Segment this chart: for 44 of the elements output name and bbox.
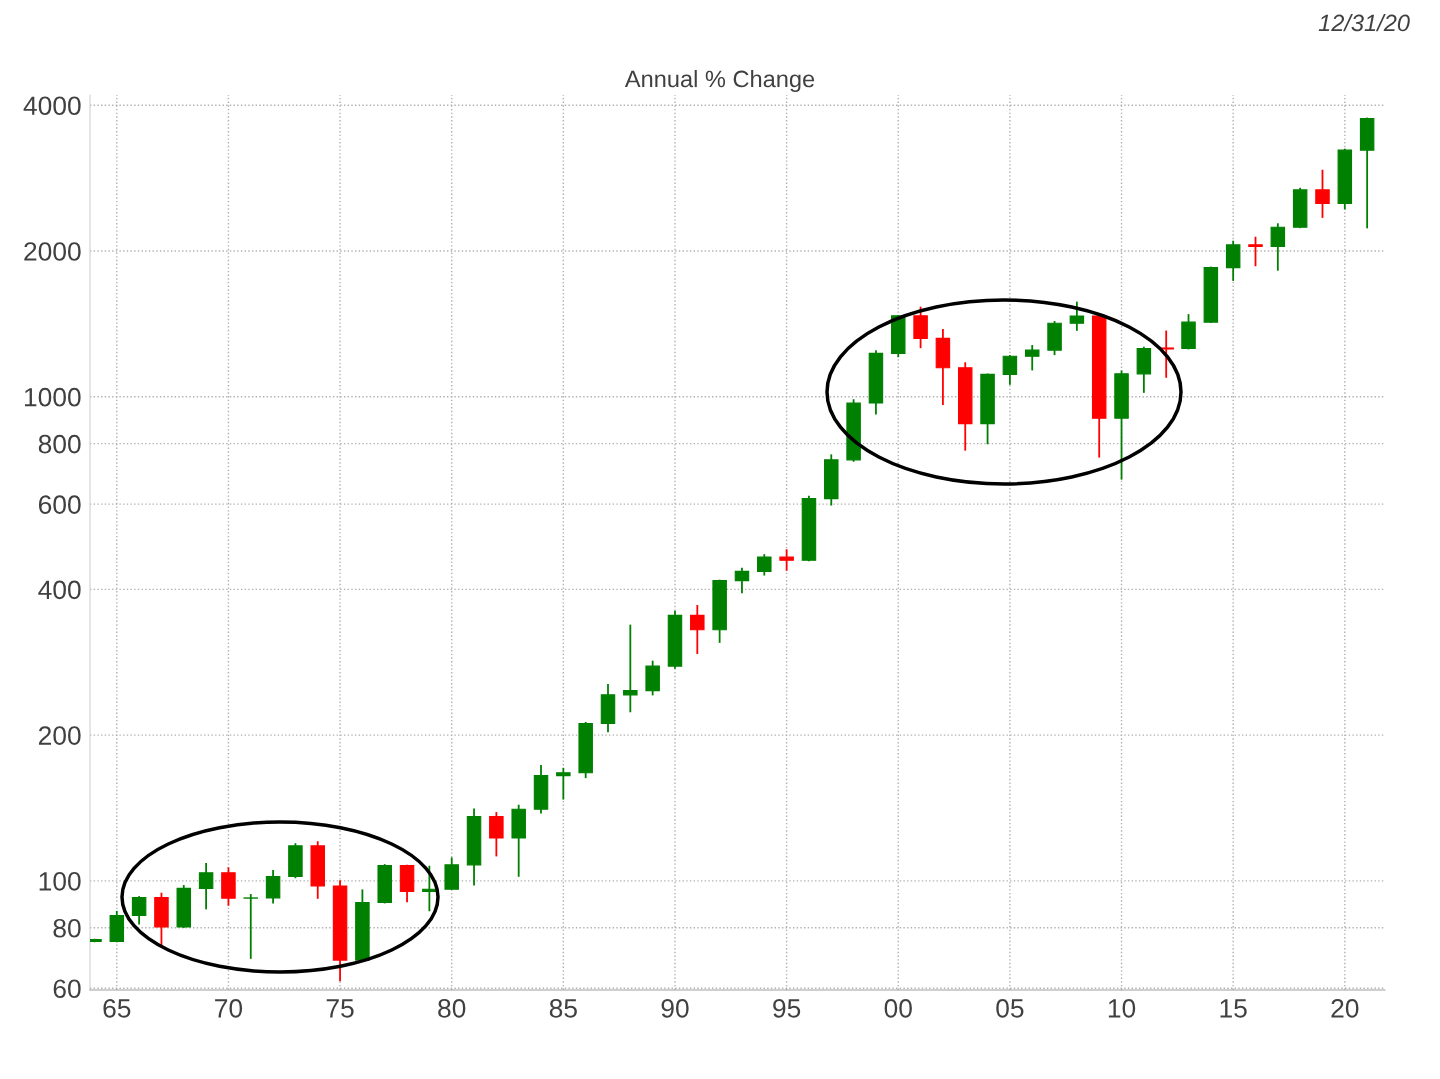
candlestick	[1158, 330, 1174, 378]
y-tick-label: 2000	[24, 242, 81, 261]
x-tick-label: 80	[438, 999, 466, 1018]
x-tick-label: 00	[884, 999, 912, 1018]
candlestick	[1270, 223, 1286, 271]
x-tick-label: 20	[1331, 999, 1359, 1018]
y-tick-label: 800	[38, 434, 81, 454]
candlestick	[243, 894, 259, 959]
candlestick	[265, 870, 281, 904]
y-tick-label: 80	[53, 918, 81, 938]
candlestick	[1248, 236, 1263, 267]
candlestick	[779, 549, 794, 571]
x-tick-label: 85	[549, 999, 577, 1018]
candlestick	[1225, 240, 1241, 281]
x-tick-label: 95	[773, 999, 801, 1018]
candlestick	[1024, 345, 1040, 371]
y-tick-label: 600	[38, 495, 81, 514]
x-tick-label: 15	[1220, 999, 1247, 1018]
candlestick	[623, 624, 638, 713]
candlestick	[198, 862, 214, 910]
candlestick	[1315, 169, 1330, 218]
x-tick-label: 05	[996, 999, 1024, 1018]
candlestick	[556, 767, 571, 800]
candlestick	[1002, 355, 1018, 385]
x-tick-label: 10	[1108, 999, 1136, 1018]
candlestick	[913, 306, 928, 349]
candlestick	[690, 604, 705, 654]
candlestick	[734, 567, 750, 594]
x-tick-label: 70	[215, 999, 243, 1018]
y-tick-label: 100	[39, 871, 81, 891]
y-tick-label: 4000	[23, 96, 81, 116]
x-tick-label: 65	[103, 999, 131, 1018]
y-tick-label: 400	[38, 580, 81, 600]
candlestick	[757, 554, 772, 576]
candlestick	[131, 896, 147, 925]
y-tick-label: 1000	[24, 387, 81, 407]
candlestick	[1069, 301, 1085, 331]
x-tick-label: 90	[661, 999, 689, 1018]
candlestick	[489, 812, 504, 857]
y-tick-label: 60	[53, 979, 81, 999]
y-tick-label: 200	[38, 726, 81, 745]
text: 12/31/20	[1318, 14, 1410, 32]
x-tick-label: 75	[326, 999, 354, 1018]
chart-subtitle: Annual % Change	[624, 70, 815, 93]
